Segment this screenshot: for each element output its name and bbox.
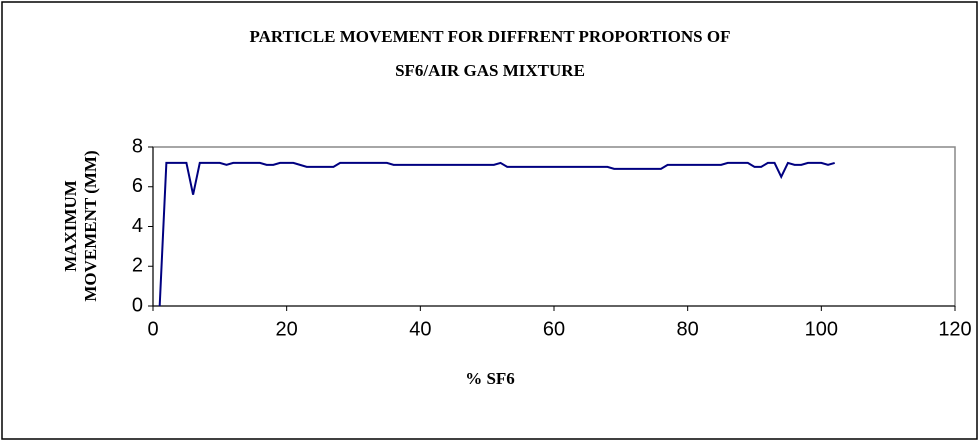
x-tick-label: 120 (938, 318, 971, 340)
x-tick-label: 20 (276, 318, 298, 340)
x-tick-label: 80 (677, 318, 699, 340)
y-tick-label: 0 (132, 294, 143, 316)
data-line (158, 161, 835, 307)
chart-title: PARTICLE MOVEMENT FOR DIFFRENT PROPORTIO… (250, 27, 731, 46)
x-tick-label: 100 (805, 318, 838, 340)
y-axis-label: MAXIMUM MOVEMENT (MM) (61, 150, 100, 301)
y-tick-label: 2 (132, 255, 143, 277)
y-tick-label: 8 (132, 135, 143, 157)
chart-title: SF6/AIR GAS MIXTURE (395, 61, 585, 80)
y-axis-label-line: MOVEMENT (MM) (81, 150, 100, 301)
x-tick-label: 60 (543, 318, 565, 340)
y-axis-label-line: MAXIMUM (61, 180, 80, 272)
y-tick-label: 4 (132, 215, 143, 237)
y-tick-label: 6 (132, 175, 143, 197)
x-axis-label: % SF6 (465, 369, 515, 388)
x-tick-label: 0 (147, 318, 158, 340)
x-tick-label: 40 (409, 318, 431, 340)
